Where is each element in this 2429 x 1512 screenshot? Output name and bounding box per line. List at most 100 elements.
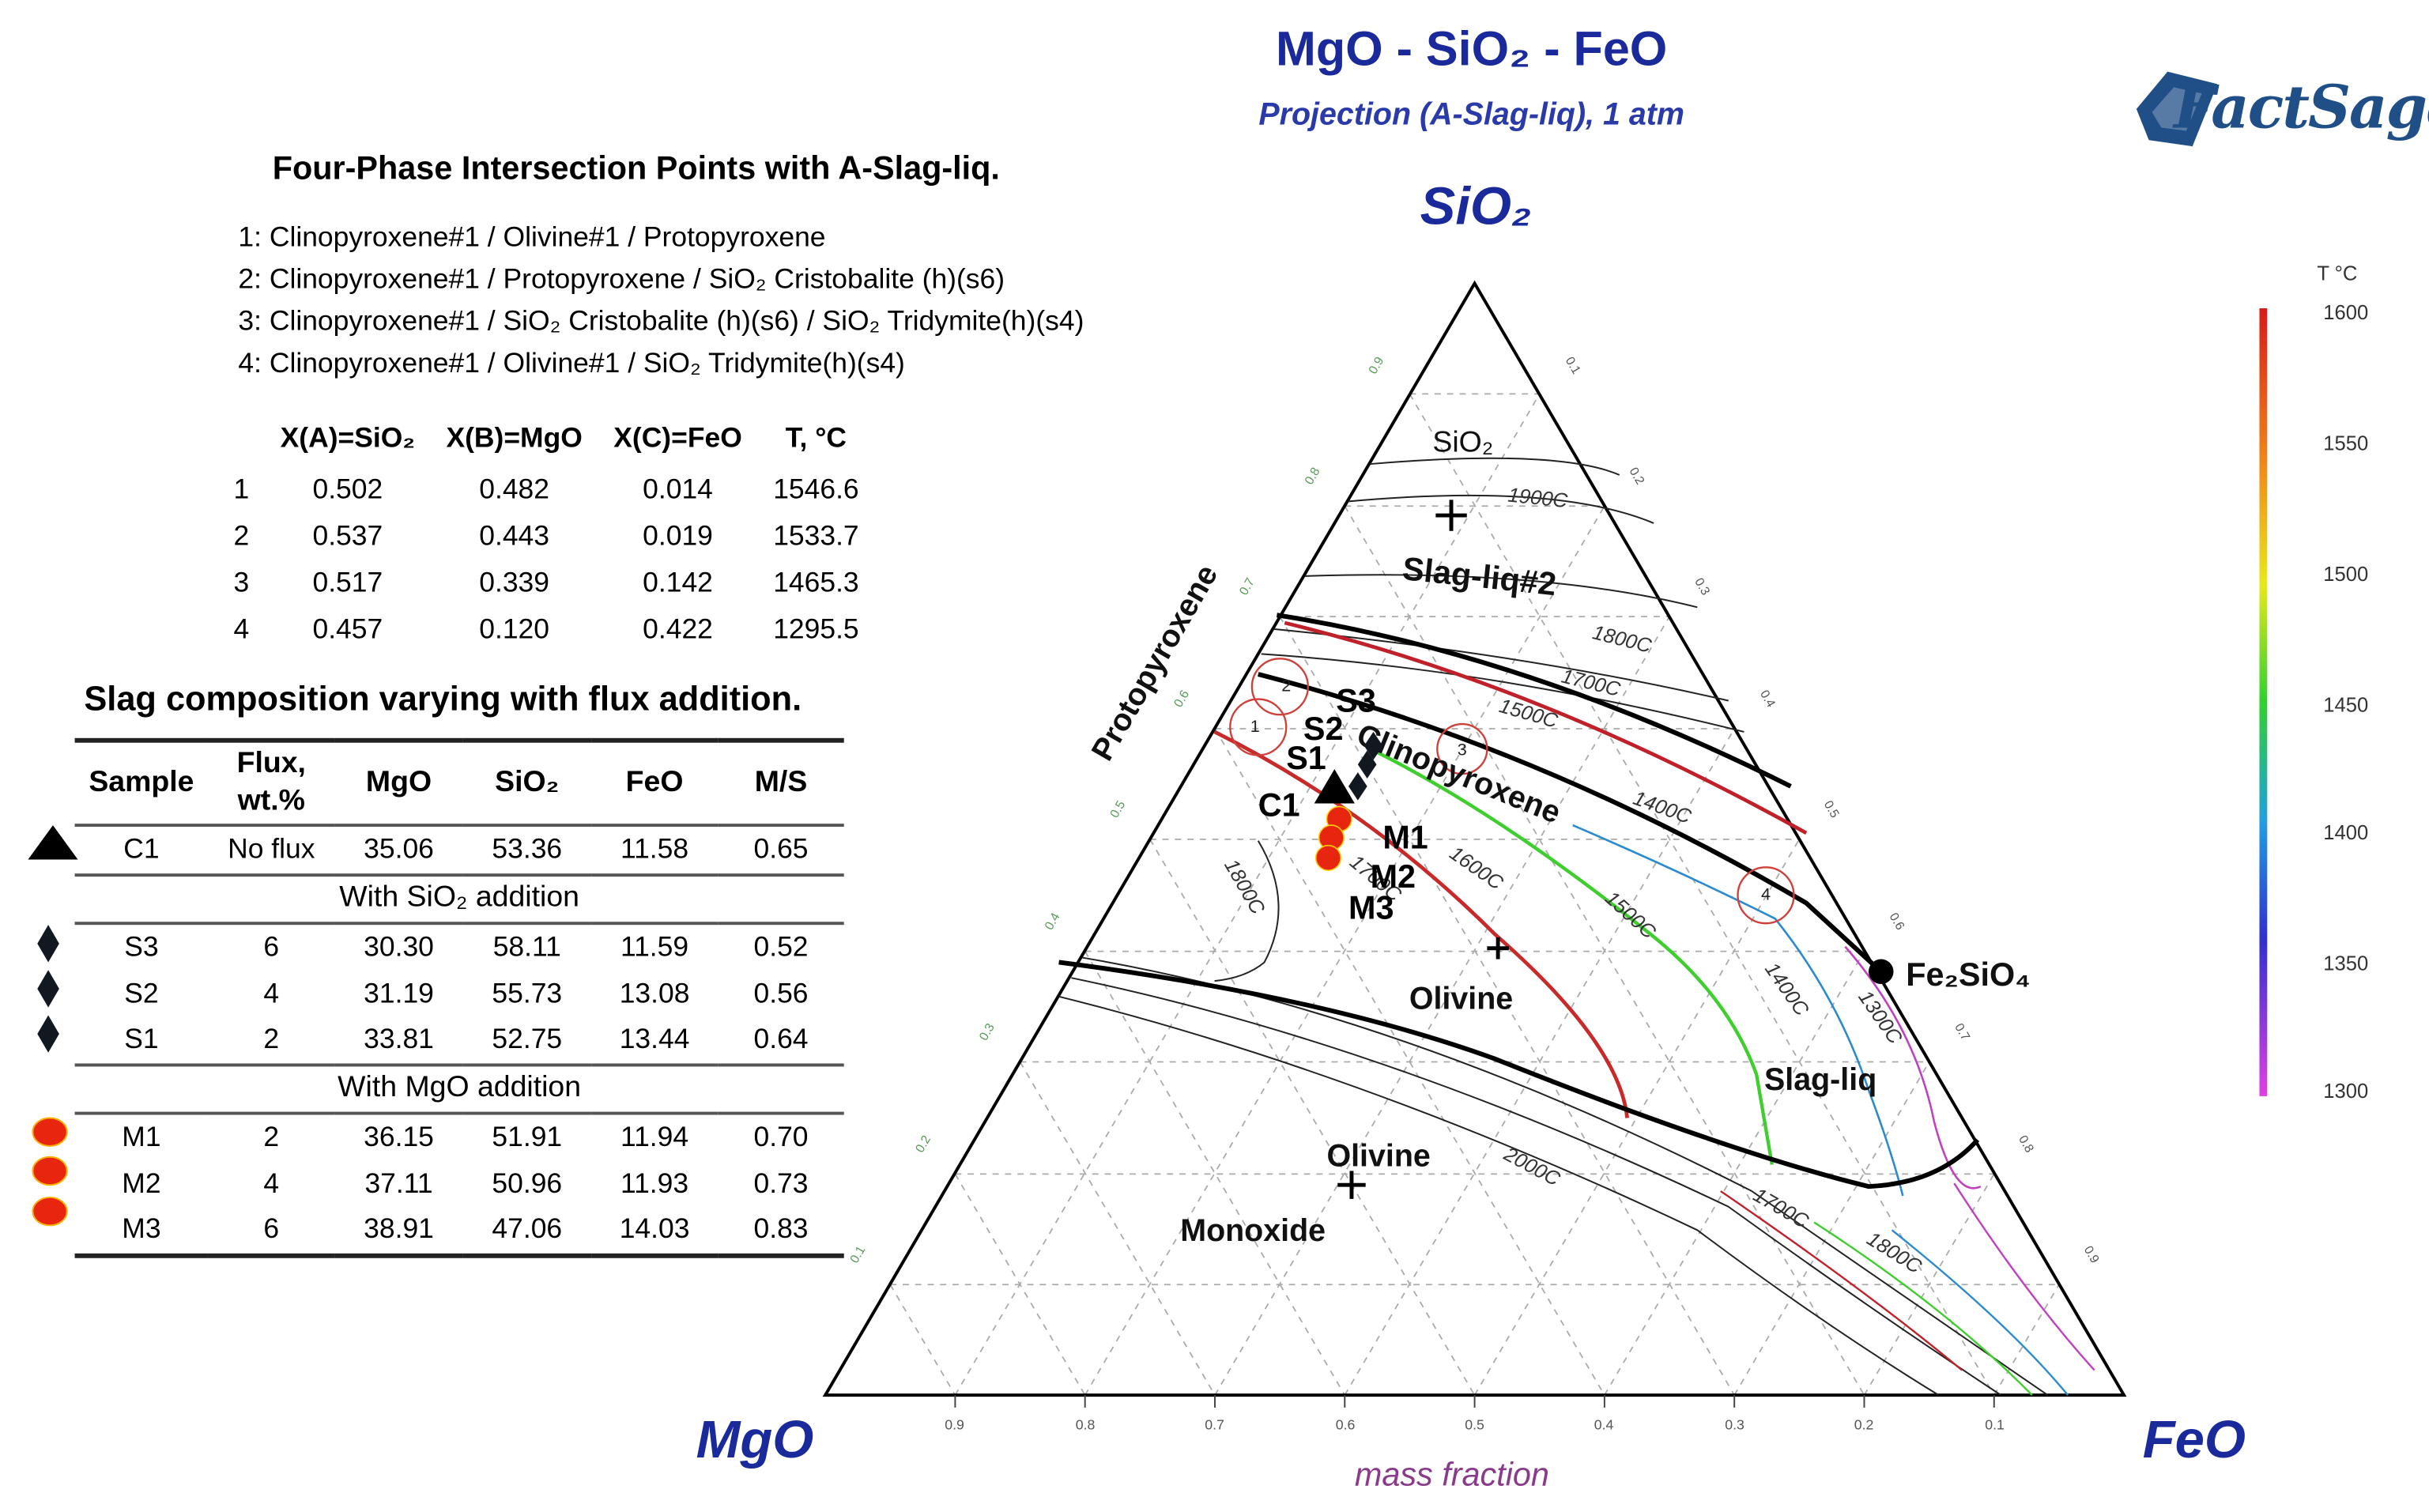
colorbar-tick: 1400 [2323, 822, 2368, 844]
vertex-label-sio2: SiO₂ [1420, 177, 1532, 237]
region-label-monoxide: Monoxide [1180, 1213, 1326, 1248]
table-cell: 2 [233, 518, 250, 551]
section-label: With MgO addition [74, 1064, 844, 1115]
table-row: C1 No flux 35.06 53.36 11.58 0.65 [74, 825, 844, 877]
triangle-marker-icon [28, 825, 78, 860]
tick-label: 0.6 [1887, 911, 1907, 933]
table-header: T, °C [785, 420, 847, 453]
table-cell: 1465.3 [773, 566, 859, 598]
table-cell: M2 [122, 1167, 161, 1199]
factsage-logo-mark-icon [2136, 71, 2218, 147]
isotherm-label: 1700C [1749, 1184, 1812, 1233]
isotherm-1600-lower [1213, 730, 1630, 1118]
tick-label: 0.2 [1627, 466, 1647, 487]
table-header: Flux, wt.% [208, 737, 335, 828]
table-cell: 0.339 [479, 566, 550, 598]
slag-composition-table: Sample Flux, wt.% MgO SiO₂ FeO M/S C1 No… [74, 737, 844, 1257]
table-cell: 51.91 [492, 1121, 563, 1153]
table-cell: 0.457 [312, 613, 383, 644]
tick-label: 0.8 [1076, 1416, 1096, 1432]
table-cell: 0.502 [312, 472, 383, 504]
table-cell: 1 [233, 472, 250, 504]
table-cell: 0.73 [753, 1167, 809, 1199]
tick-label: 0.8 [1303, 466, 1323, 488]
table-row: 4 0.457 0.120 0.422 1295.5 [218, 605, 875, 652]
tick-label: 0.1 [848, 1244, 869, 1265]
four-phase-line: 3: Clinopyroxene#1 / SiO₂ Cristobalite (… [238, 305, 1084, 337]
table-cell: 1295.5 [773, 613, 859, 644]
table-cell: 11.59 [620, 931, 689, 963]
colorbar-tick: 1450 [2323, 694, 2368, 716]
sample-label: S3 [1336, 682, 1376, 718]
table-cell: 0.64 [718, 1016, 844, 1066]
region-label-fe2sio4: Fe₂SiO₄ [1906, 956, 2031, 993]
tick-label: 0.7 [1952, 1021, 1972, 1043]
tick-label: 0.6 [1171, 688, 1192, 710]
table-cell: 55.73 [492, 977, 563, 1009]
table-cell: 0.019 [643, 518, 713, 551]
invariant-points-table: X(A)=SiO₂ X(B)=MgO X(C)=FeO T, °C 1 0.50… [218, 409, 875, 652]
table-cell: 11.93 [620, 1167, 689, 1199]
table-cell: 0.56 [753, 977, 809, 1009]
tick-label: 0.8 [2016, 1133, 2036, 1156]
table-cell: 52.75 [462, 1016, 591, 1066]
isotherms-black [1058, 457, 2049, 1396]
table-cell: S3 [124, 931, 159, 963]
table-cell: 0.120 [479, 613, 550, 644]
table-cell: 0.517 [312, 566, 383, 598]
tick-label: 0.9 [1367, 355, 1387, 377]
table-row: S3 6 30.30 58.11 11.59 0.52 [75, 923, 844, 971]
colorbar-tick: 1600 [2323, 302, 2368, 324]
tick-label: 0.5 [1465, 1416, 1484, 1432]
axis-label-mass-fraction: mass fraction [1354, 1457, 1549, 1494]
table-row: 2 0.537 0.443 0.019 1533.7 [218, 512, 875, 559]
isotherm-label: 1400C [1760, 959, 1813, 1020]
table-cell: 1533.7 [773, 518, 859, 551]
sample-label: S1 [1286, 740, 1326, 776]
table-cell: 13.44 [590, 1016, 719, 1066]
region-label-sio2: SiO₂ [1432, 424, 1493, 458]
table-cell: S2 [124, 977, 159, 1009]
table-legend-symbols [28, 825, 78, 1227]
table-header: X(C)=FeO [613, 420, 742, 453]
invariant-label: 1 [1250, 716, 1260, 736]
table-cell: 0.014 [643, 472, 713, 504]
table-cell: 6 [263, 1213, 280, 1245]
isotherm-label: 1400C [1631, 787, 1695, 828]
table-cell: 0.83 [753, 1213, 809, 1245]
isotherm-label: 1500C [1601, 887, 1660, 944]
circle-marker-icon [32, 1196, 68, 1227]
sample-label: M1 [1382, 820, 1428, 856]
marker-s3 [1363, 731, 1383, 760]
tick-label: 0.5 [1821, 798, 1842, 820]
four-phase-line: 1: Clinopyroxene#1 / Olivine#1 / Protopy… [238, 221, 826, 253]
tick-label: 0.9 [2081, 1244, 2102, 1266]
section-label: With SiO₂ addition [74, 874, 844, 926]
table-header: M/S [718, 737, 844, 828]
table-cell: 0.422 [643, 613, 713, 644]
table-cell: 0.482 [479, 472, 550, 504]
table-header: FeO [590, 737, 719, 828]
isotherm-1600-edge [1720, 1190, 1963, 1371]
isotherm-label: 1800C [1590, 621, 1654, 658]
vertex-label-mgo: MgO [696, 1410, 814, 1470]
table-cell: 6 [263, 931, 280, 963]
isotherm-label: 1800C [1863, 1227, 1925, 1278]
table-cell: 0.443 [479, 518, 550, 551]
table-cell: 11.58 [590, 825, 719, 877]
table-header: Sample [74, 737, 209, 828]
colorbar-tick: 1350 [2323, 952, 2368, 975]
region-label-olivine-lower: Olivine [1326, 1139, 1430, 1174]
tick-label: 0.2 [1854, 1416, 1874, 1432]
tick-label: 0.4 [1043, 911, 1063, 933]
isotherm-1400 [1572, 824, 1904, 1197]
table-cell: 50.96 [492, 1167, 563, 1199]
sample-label: M3 [1348, 889, 1394, 926]
fe2sio4-point [1869, 959, 1894, 985]
marker-s1 [1348, 772, 1367, 801]
colorbar-tick: 1500 [2323, 564, 2368, 586]
tick-label: 0.3 [1725, 1416, 1744, 1432]
tick-label: 0.2 [913, 1133, 934, 1155]
colorbar-tick: 1300 [2323, 1080, 2368, 1103]
table-cell: 33.81 [334, 1016, 463, 1066]
